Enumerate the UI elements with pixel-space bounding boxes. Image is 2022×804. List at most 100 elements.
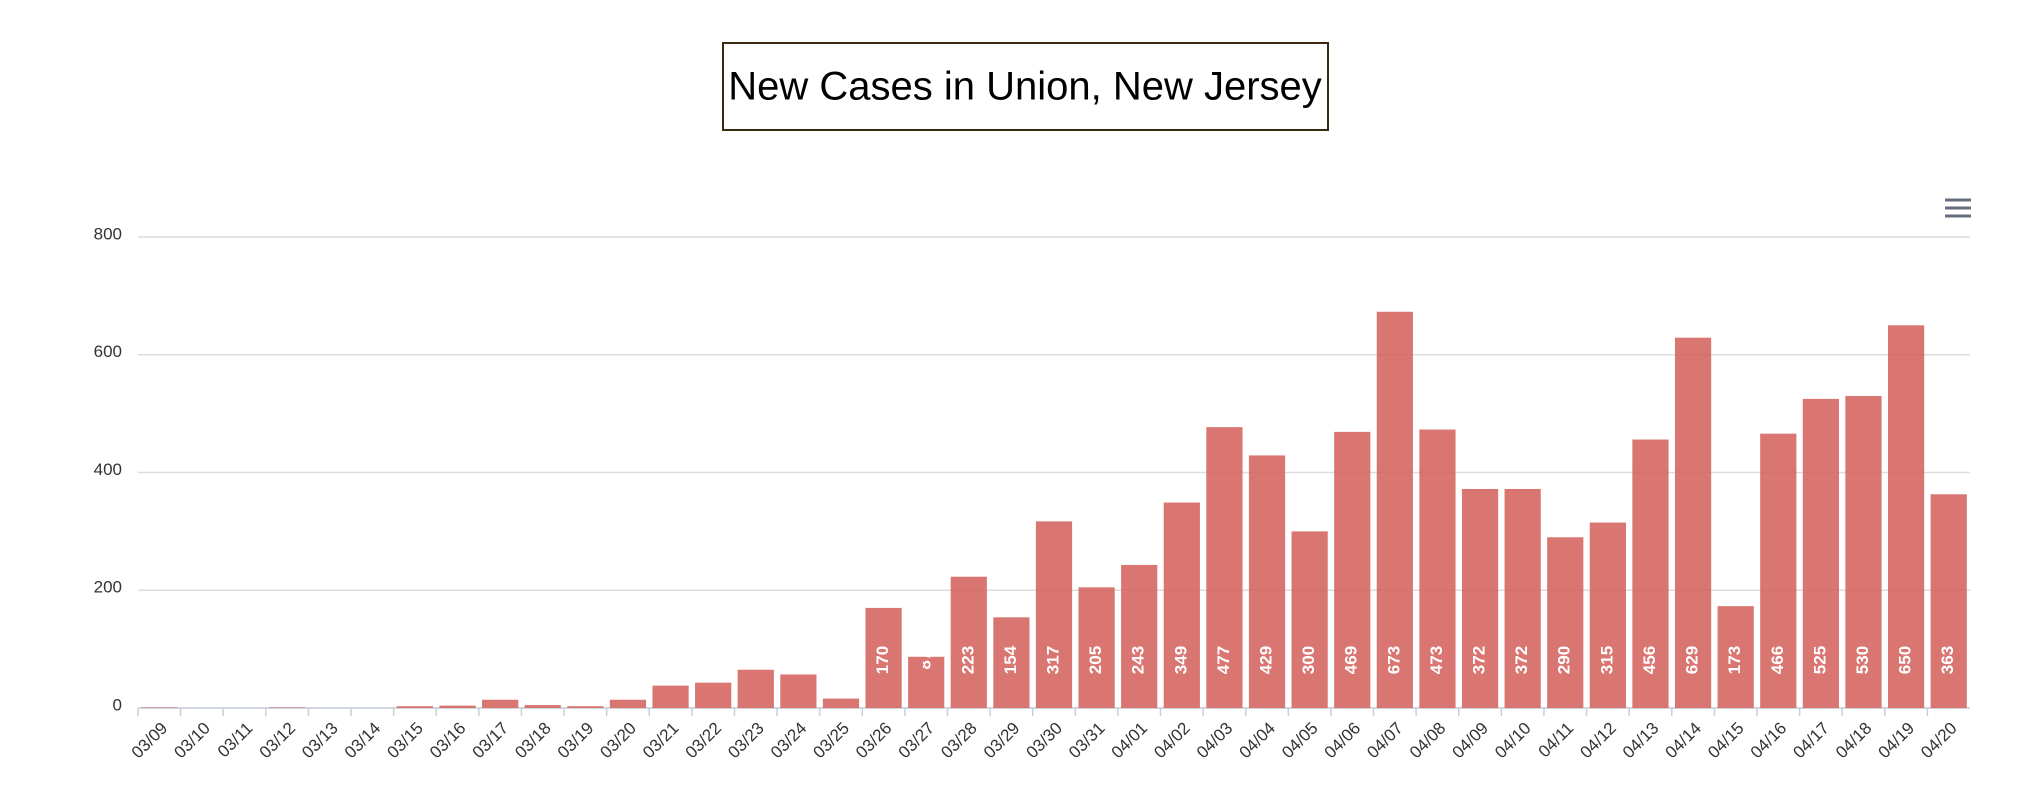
bar [1376,311,1413,708]
x-tick-label: 04/01 [1108,719,1152,763]
bar [439,705,476,708]
data-label: 16 [830,651,849,670]
bar [269,707,306,708]
x-tick-label: 03/24 [767,719,811,763]
bar [1674,337,1712,708]
data-label: 429 [1257,646,1276,674]
data-label: 0 [319,655,338,664]
x-tick-label: 03/31 [1065,719,1109,763]
data-label: 170 [873,646,892,674]
x-tick-label: 04/20 [1917,719,1961,763]
bar [1334,431,1371,708]
x-tick-label: 04/10 [1491,719,1535,763]
bar [1845,395,1882,708]
data-label: 372 [1512,646,1531,674]
x-tick-label: 03/19 [554,719,598,763]
bar [141,707,178,708]
data-label: 173 [1725,646,1744,674]
data-label: 57 [788,651,807,670]
data-label: 0 [191,655,210,664]
x-tick-label: 03/20 [596,719,640,763]
data-label: 473 [1427,646,1446,674]
x-tick-label: 03/18 [511,719,555,763]
data-label: 3 [404,655,423,664]
bar [1504,488,1541,708]
x-tick-label: 04/15 [1704,719,1748,763]
data-label: 38 [660,651,679,670]
x-tick-label: 03/16 [426,719,470,763]
data-label: 477 [1214,646,1233,674]
title-box [722,42,1329,131]
data-label: 372 [1470,646,1489,674]
x-tick-label: 04/06 [1321,719,1365,763]
data-label: 14 [490,650,509,669]
bar [780,674,817,708]
y-tick-label: 600 [94,342,122,361]
data-label: 14 [617,650,636,669]
bar [482,699,519,708]
bar [1930,494,1967,708]
x-tick-label: 04/03 [1193,719,1237,763]
bar [652,685,689,708]
x-tick-label: 04/11 [1535,719,1578,762]
x-tick-label: 03/28 [937,719,981,763]
data-label: 0 [234,655,253,664]
data-label: 87 [916,651,935,670]
data-label: 243 [1129,646,1148,674]
data-label: 349 [1171,646,1190,674]
data-label: 154 [1001,645,1020,674]
x-tick-label: 04/02 [1150,719,1194,763]
data-label: 629 [1683,646,1702,674]
menu-icon[interactable] [1945,198,1971,218]
x-tick-label: 03/29 [980,719,1024,763]
x-tick-label: 03/21 [639,719,683,763]
x-tick-label: 04/07 [1363,719,1407,763]
x-tick-label: 04/18 [1832,719,1876,763]
x-tick-label: 03/22 [682,719,726,763]
x-tick-label: 03/27 [895,719,939,763]
bar [1206,427,1243,708]
data-label: 315 [1597,646,1616,674]
data-label: 205 [1086,646,1105,674]
x-tick-label: 04/09 [1449,719,1493,763]
data-label: 3 [575,655,594,664]
bar [1589,522,1626,708]
data-label: 290 [1555,646,1574,674]
data-label: 223 [958,646,977,674]
data-label: 466 [1768,646,1787,674]
x-tick-label: 03/15 [383,719,427,763]
y-tick-label: 400 [94,460,122,479]
x-tick-label: 03/11 [214,719,257,762]
data-label: 5 [532,655,551,664]
bar [1632,439,1669,708]
data-label: 300 [1299,646,1318,674]
x-tick-label: 03/09 [128,719,172,763]
x-tick-label: 03/13 [298,719,342,763]
x-tick-label: 03/14 [341,719,385,763]
x-tick-label: 03/26 [852,719,896,763]
bar [1163,502,1200,708]
x-tick-label: 03/17 [469,719,513,763]
bar [908,656,945,708]
x-tick-label: 03/12 [256,719,300,763]
x-tick-label: 04/19 [1875,719,1919,763]
bar [950,576,987,708]
data-label: 65 [745,651,764,670]
bar [1035,521,1073,708]
data-label: 469 [1342,646,1361,674]
bar [567,706,604,708]
data-label: 363 [1938,646,1957,674]
data-label: 1 [149,655,168,664]
x-tick-label: 04/05 [1278,719,1322,763]
bar [737,669,774,708]
x-tick-label: 04/16 [1747,719,1791,763]
y-tick-label: 200 [94,578,122,597]
x-tick-label: 03/25 [809,719,853,763]
bar [1419,429,1456,708]
data-label: 673 [1384,646,1403,674]
data-label: 317 [1043,646,1062,674]
bar [1078,587,1115,708]
data-label: 0 [362,655,381,664]
bar [993,617,1030,708]
